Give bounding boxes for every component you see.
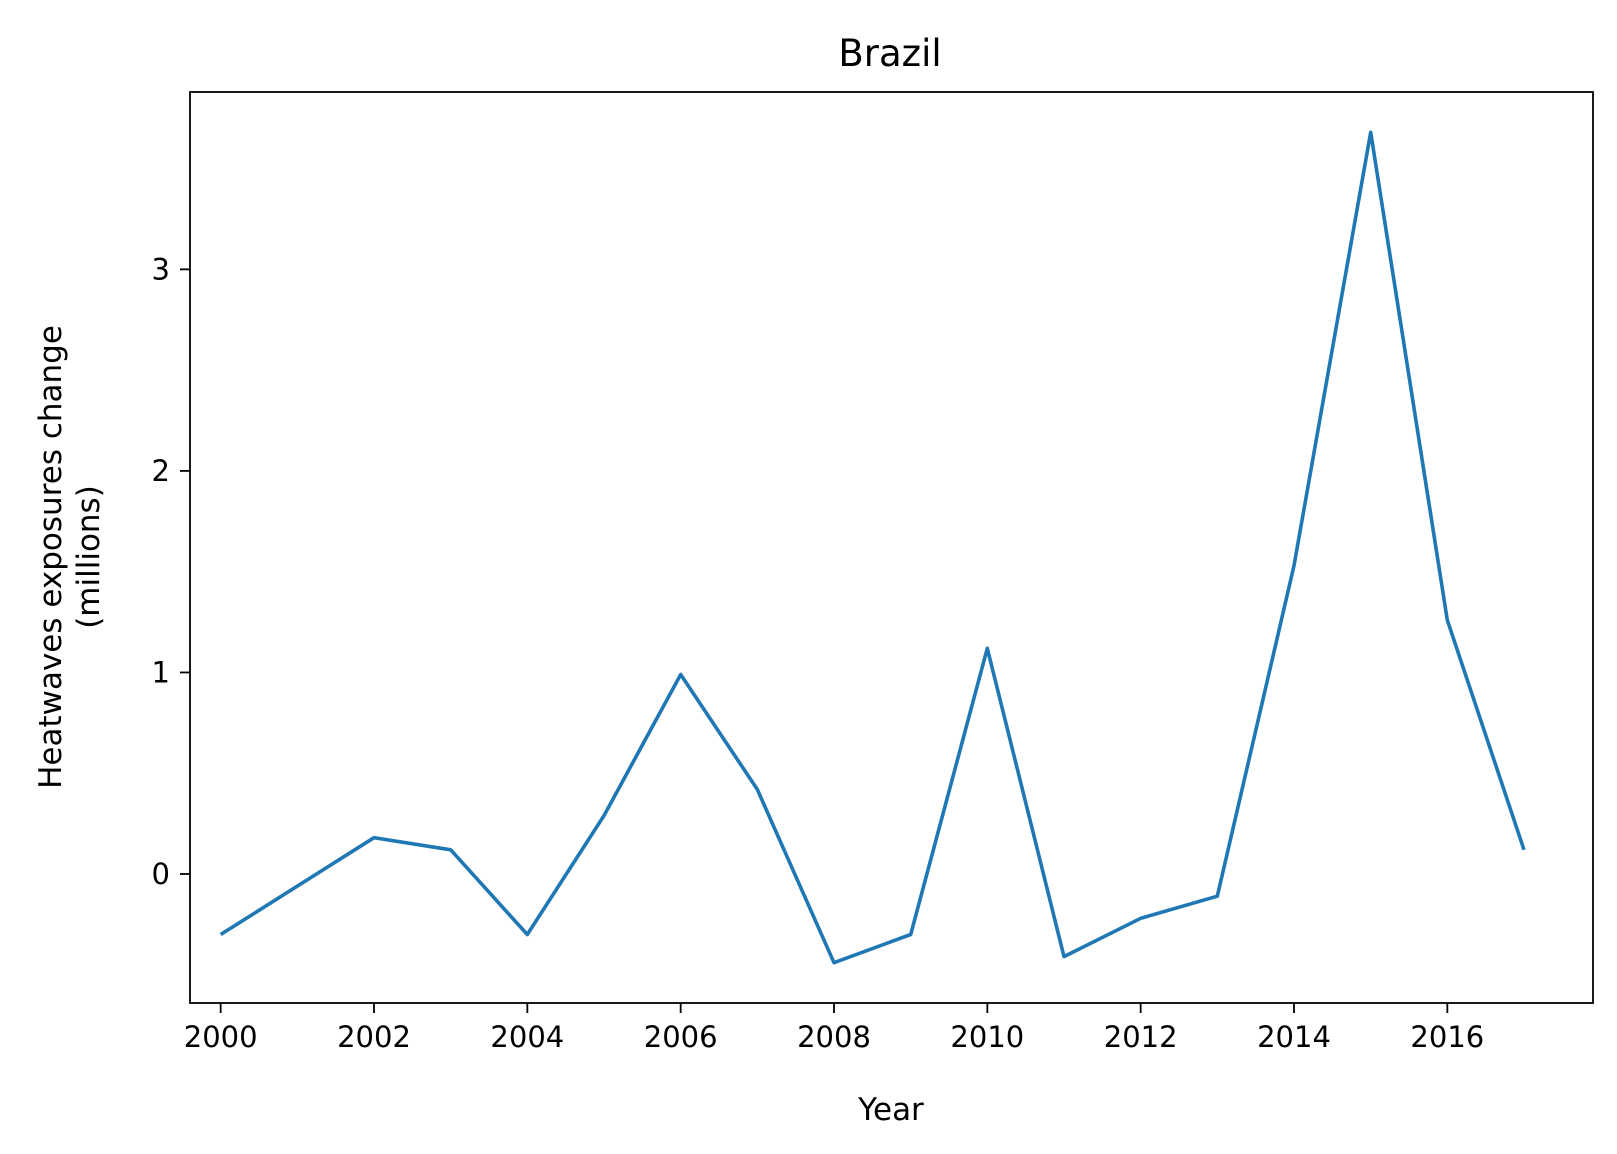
data-point bbox=[832, 960, 837, 965]
data-point bbox=[1138, 916, 1143, 921]
x-tick-label: 2004 bbox=[490, 1020, 564, 1054]
x-tick-label: 2000 bbox=[184, 1020, 258, 1054]
data-point bbox=[1292, 563, 1297, 568]
x-tick-label: 2012 bbox=[1104, 1020, 1178, 1054]
series-line-0 bbox=[219, 130, 1526, 965]
data-point bbox=[295, 884, 300, 889]
data-point bbox=[755, 787, 760, 792]
y-axis-title-line-2: (millions) bbox=[71, 485, 107, 629]
y-axis-title: Heatwaves exposures change (millions) bbox=[33, 325, 107, 789]
x-axis-title: Year bbox=[857, 1092, 924, 1128]
data-point bbox=[372, 835, 377, 840]
axes-frame bbox=[189, 91, 1594, 1004]
x-tick-label: 2014 bbox=[1257, 1020, 1331, 1054]
data-point bbox=[525, 932, 530, 937]
data-point bbox=[1368, 130, 1373, 135]
x-tick-label: 2002 bbox=[337, 1020, 411, 1054]
y-axis: 0 1 2 3 bbox=[152, 252, 190, 891]
data-point bbox=[1215, 894, 1220, 899]
data-point bbox=[1062, 954, 1067, 959]
chart-title: Brazil bbox=[838, 32, 941, 75]
x-tick-label: 2010 bbox=[950, 1020, 1024, 1054]
data-point bbox=[908, 932, 913, 937]
y-axis-title-line-1: Heatwaves exposures change bbox=[33, 325, 69, 789]
data-point bbox=[985, 646, 990, 651]
data-point bbox=[1445, 618, 1450, 623]
x-tick-label: 2016 bbox=[1410, 1020, 1484, 1054]
x-axis: 2000 2002 2004 2006 2008 2010 2012 2014 2016 bbox=[184, 1003, 1484, 1054]
series-layer bbox=[218, 130, 1527, 965]
plot-area: 2000 2002 2004 2006 2008 2010 2012 2014 2016 0 1 2… bbox=[152, 91, 1594, 1054]
data-point bbox=[1522, 847, 1527, 852]
y-tick-label: 0 bbox=[152, 857, 170, 891]
x-tick-label: 2008 bbox=[797, 1020, 871, 1054]
x-tick-label: 2006 bbox=[644, 1020, 718, 1054]
data-point bbox=[218, 932, 223, 937]
data-point bbox=[448, 847, 453, 852]
y-tick-label: 3 bbox=[152, 252, 170, 286]
y-tick-label: 2 bbox=[152, 454, 170, 488]
y-tick-label: 1 bbox=[152, 655, 170, 689]
data-point bbox=[602, 813, 607, 818]
data-point bbox=[678, 672, 683, 677]
